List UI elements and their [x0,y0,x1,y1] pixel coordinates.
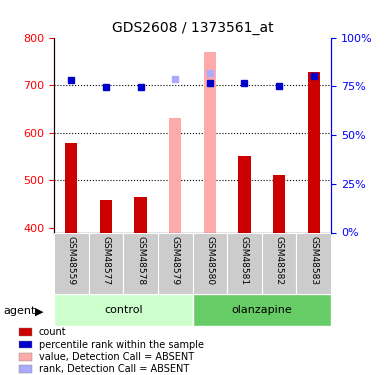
Bar [262,232,296,294]
Bar [100,200,112,232]
Bar [19,328,32,336]
Text: ▶: ▶ [35,306,43,316]
Text: GSM48581: GSM48581 [240,236,249,285]
Bar [308,72,320,232]
Text: percentile rank within the sample: percentile rank within the sample [39,339,204,350]
Text: GSM48579: GSM48579 [171,236,180,285]
Text: GSM48583: GSM48583 [309,236,318,285]
Title: GDS2608 / 1373561_at: GDS2608 / 1373561_at [112,21,273,35]
Bar [296,232,331,294]
Bar [238,156,251,232]
Bar [169,118,181,232]
Bar [89,232,123,294]
Text: GSM48580: GSM48580 [205,236,214,285]
Bar [192,294,331,326]
Bar [158,232,192,294]
Bar [227,232,262,294]
Bar [273,176,285,232]
Bar [19,340,32,348]
Text: olanzapine: olanzapine [231,305,292,315]
Bar [65,143,77,232]
Bar [204,52,216,232]
Text: agent: agent [4,306,36,316]
Text: count: count [39,327,67,338]
Text: GSM48582: GSM48582 [275,236,284,285]
Bar [54,232,89,294]
Bar [54,294,192,326]
Bar [134,197,147,232]
Text: GSM48578: GSM48578 [136,236,145,285]
Bar [123,232,158,294]
Text: rank, Detection Call = ABSENT: rank, Detection Call = ABSENT [39,364,189,374]
Text: control: control [104,305,142,315]
Text: GSM48577: GSM48577 [101,236,110,285]
Bar [192,232,227,294]
Bar [19,365,32,373]
Text: GSM48559: GSM48559 [67,236,76,285]
Bar [19,353,32,361]
Text: value, Detection Call = ABSENT: value, Detection Call = ABSENT [39,352,194,362]
